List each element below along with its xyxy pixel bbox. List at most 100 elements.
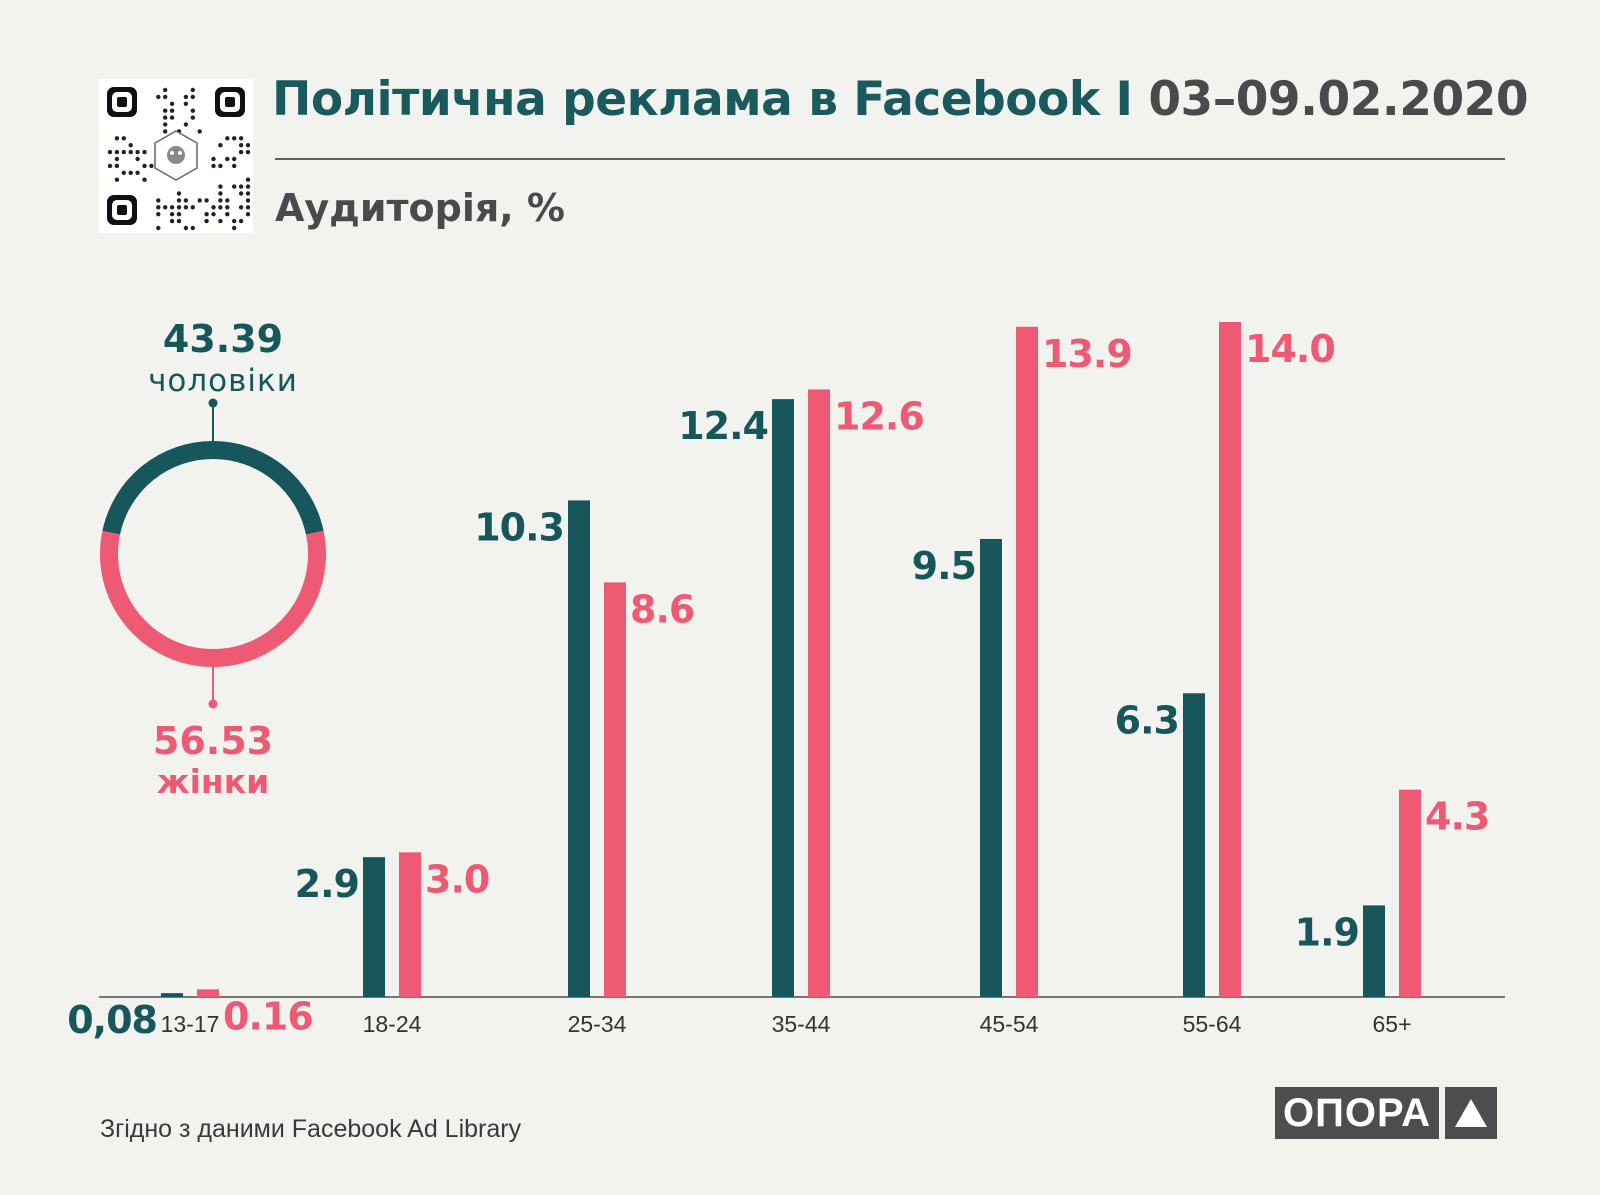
bar-women-18-24 bbox=[399, 852, 421, 997]
value-label-women-25-34: 8.6 bbox=[630, 587, 694, 631]
qr-dot bbox=[238, 205, 244, 210]
qr-dot bbox=[128, 143, 133, 148]
qr-dot bbox=[238, 191, 244, 196]
qr-dot bbox=[225, 212, 230, 217]
qr-dot bbox=[238, 149, 244, 155]
qr-dot bbox=[169, 115, 175, 120]
qr-dot bbox=[211, 205, 216, 210]
qr-dot bbox=[190, 115, 195, 120]
bar-men-55-64 bbox=[1183, 693, 1205, 997]
qr-dot bbox=[135, 149, 140, 155]
donut-label-men: чоловіки bbox=[148, 363, 298, 399]
value-label-men-45-54: 9.5 bbox=[912, 544, 976, 588]
qr-dot bbox=[156, 198, 161, 203]
qr-dot bbox=[218, 184, 223, 189]
qr-dot bbox=[121, 136, 126, 141]
qr-dot bbox=[225, 205, 230, 210]
qr-dot bbox=[114, 149, 120, 155]
donut-slice-men bbox=[102, 441, 324, 535]
qr-dot bbox=[245, 149, 251, 155]
value-label-men-35-44: 12.4 bbox=[678, 404, 768, 448]
qr-dot bbox=[135, 170, 140, 175]
qr-dot bbox=[197, 198, 202, 203]
qr-dot bbox=[190, 108, 195, 113]
qr-dot bbox=[190, 205, 195, 210]
value-label-men-13-17: 0,08 bbox=[67, 998, 157, 1042]
qr-dot bbox=[176, 191, 182, 196]
bar-women-55-64 bbox=[1219, 322, 1241, 997]
donut-value-women: 56.53 bbox=[153, 719, 273, 763]
qr-dot bbox=[238, 136, 244, 141]
qr-dot bbox=[218, 198, 223, 203]
qr-dot bbox=[135, 156, 140, 162]
bar-men-13-17 bbox=[161, 993, 183, 997]
bar-women-35-44 bbox=[808, 389, 830, 997]
page-title: Політична реклама в Facebook I 03–09.02.… bbox=[272, 72, 1529, 127]
qr-dot bbox=[114, 163, 120, 169]
qr-dot bbox=[169, 101, 175, 106]
qr-dot bbox=[225, 198, 230, 203]
qr-dot bbox=[156, 225, 161, 231]
value-label-men-25-34: 10.3 bbox=[474, 505, 564, 549]
qr-dot bbox=[142, 163, 147, 169]
qr-dot bbox=[169, 108, 175, 113]
qr-dot bbox=[163, 122, 168, 127]
value-label-women-55-64: 14.0 bbox=[1245, 327, 1335, 371]
qr-dot bbox=[211, 163, 216, 169]
bar-women-65+ bbox=[1399, 789, 1421, 997]
qr-dot bbox=[183, 94, 189, 100]
qr-dot bbox=[183, 225, 189, 231]
title-main: Політична реклама в Facebook I bbox=[272, 72, 1133, 127]
qr-dot bbox=[163, 94, 168, 100]
qr-dot bbox=[176, 205, 182, 210]
value-label-women-13-17: 0.16 bbox=[223, 994, 313, 1038]
qr-dot bbox=[156, 212, 161, 217]
qr-dot bbox=[163, 87, 168, 93]
leader-dot-men bbox=[208, 398, 218, 408]
bar-men-65+ bbox=[1363, 905, 1385, 997]
qr-dot bbox=[225, 136, 230, 141]
bar-women-25-34 bbox=[604, 582, 626, 997]
bar-men-18-24 bbox=[363, 857, 385, 997]
qr-dot bbox=[238, 143, 244, 148]
qr-dot bbox=[218, 163, 223, 169]
qr-dot bbox=[204, 218, 209, 224]
qr-dot bbox=[190, 225, 195, 231]
qr-dot bbox=[190, 94, 195, 100]
bar-women-45-54 bbox=[1016, 326, 1038, 998]
x-tick-label-18-24: 18-24 bbox=[363, 1011, 422, 1037]
value-label-men-55-64: 6.3 bbox=[1115, 698, 1179, 742]
qr-dot bbox=[163, 115, 168, 120]
leader-dot-women bbox=[208, 699, 218, 709]
qr-dot bbox=[114, 156, 120, 162]
qr-dot bbox=[225, 156, 230, 162]
qr-dot bbox=[232, 136, 237, 141]
x-tick-label-13-17: 13-17 bbox=[161, 1011, 220, 1037]
donut-slice-women bbox=[100, 530, 326, 667]
qr-dot bbox=[121, 149, 126, 155]
qr-dot bbox=[114, 177, 120, 182]
qr-dot bbox=[176, 212, 182, 217]
qr-dot bbox=[238, 218, 244, 224]
qr-dot bbox=[245, 191, 251, 196]
qr-dot bbox=[142, 149, 147, 155]
qr-dot bbox=[232, 225, 237, 231]
x-tick-label-25-34: 25-34 bbox=[568, 1011, 627, 1037]
qr-dot bbox=[107, 163, 113, 169]
qr-dot bbox=[197, 129, 202, 134]
bar-men-25-34 bbox=[568, 500, 590, 997]
qr-dot bbox=[156, 205, 161, 210]
source-note: Згідно з даними Facebook Ad Library bbox=[100, 1115, 522, 1143]
qr-dot bbox=[218, 218, 223, 224]
qr-dot bbox=[142, 177, 147, 182]
qr-dot bbox=[245, 212, 251, 217]
bar-men-45-54 bbox=[980, 538, 1002, 997]
qr-dot bbox=[114, 136, 120, 141]
qr-dot bbox=[232, 218, 237, 224]
qr-dot bbox=[218, 205, 223, 210]
qr-dot bbox=[190, 87, 195, 93]
qr-dot bbox=[211, 212, 216, 217]
qr-dot bbox=[163, 129, 168, 134]
opora-logo: ОПОРА bbox=[1275, 1087, 1498, 1139]
qr-dot bbox=[245, 177, 251, 182]
